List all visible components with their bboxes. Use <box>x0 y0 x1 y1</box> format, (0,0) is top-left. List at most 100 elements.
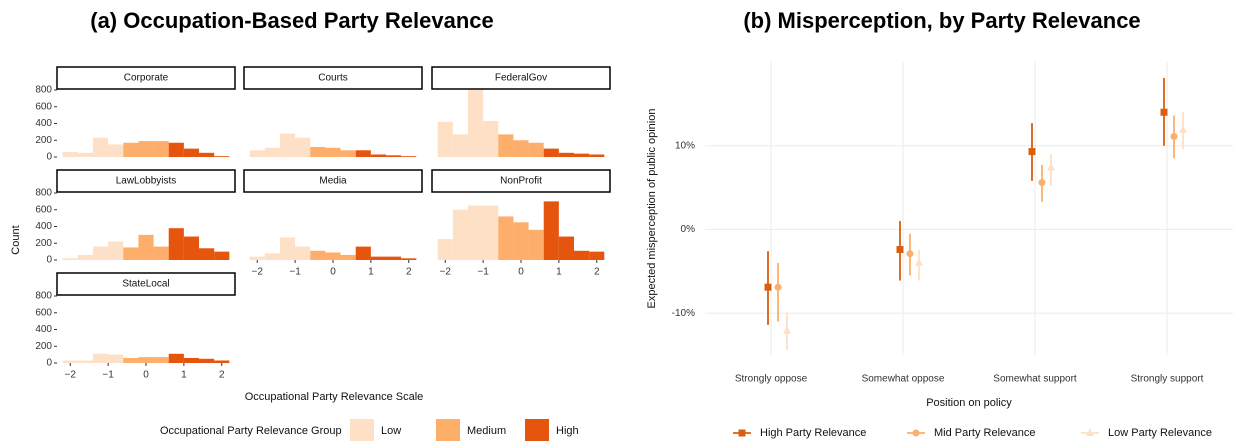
bar <box>264 253 280 260</box>
x-tick-label: 1 <box>556 267 562 278</box>
bar <box>214 156 230 157</box>
x-tick-label: 2 <box>406 267 412 278</box>
bar <box>310 250 326 260</box>
x-tick-label: 1 <box>368 267 374 278</box>
legend-title: Occupational Party Relevance Group <box>160 425 342 437</box>
bar <box>589 251 605 260</box>
facet-strip <box>56 272 236 296</box>
bar <box>528 142 544 157</box>
bar <box>183 236 200 260</box>
bar <box>153 246 169 260</box>
point <box>1028 148 1036 156</box>
bar <box>62 258 78 260</box>
bar <box>183 357 200 363</box>
bar <box>123 247 139 260</box>
bar <box>498 134 514 157</box>
facet-label: FederalGov <box>495 73 547 84</box>
x-tick-label: Somewhat support <box>993 374 1077 385</box>
bar <box>370 256 387 260</box>
bar <box>138 357 154 363</box>
bar <box>183 148 200 157</box>
y-tick-label: 400 <box>35 221 52 232</box>
facet-label: Media <box>319 176 347 187</box>
bar <box>77 152 93 157</box>
point <box>906 250 914 258</box>
bar <box>153 357 169 363</box>
bar <box>108 144 124 157</box>
bar <box>355 246 371 260</box>
bar <box>108 241 124 260</box>
bar <box>574 250 590 260</box>
x-tick-label: −1 <box>289 267 301 278</box>
bar <box>92 137 109 157</box>
bar <box>340 150 356 157</box>
point <box>915 258 923 266</box>
x-axis-title: Position on policy <box>926 397 1012 409</box>
bar <box>325 147 341 157</box>
bar <box>168 142 184 157</box>
bar <box>138 234 154 260</box>
y-tick-label: 400 <box>35 118 52 129</box>
bar <box>483 205 499 260</box>
bar <box>77 254 93 260</box>
legend-swatch <box>350 419 374 441</box>
point <box>783 326 791 334</box>
y-tick-label: 800 <box>35 291 52 302</box>
legend-swatch <box>436 419 460 441</box>
legend-label: Medium <box>467 425 506 437</box>
y-tick-label: 600 <box>35 204 52 215</box>
bar <box>279 237 296 260</box>
bar <box>401 258 417 260</box>
bar <box>123 142 139 157</box>
bar <box>295 246 311 260</box>
chart-title: (b) Misperception, by Party Relevance <box>743 8 1140 33</box>
point <box>764 283 772 291</box>
bar <box>467 90 484 157</box>
bar <box>355 150 371 157</box>
facet-label: Corporate <box>124 73 169 84</box>
legend-label: High Party Relevance <box>760 427 866 439</box>
x-tick-label: 2 <box>219 370 225 381</box>
facet-label: Courts <box>318 73 347 84</box>
bar <box>279 133 296 157</box>
bar <box>437 121 453 157</box>
y-tick-label: 800 <box>35 85 52 96</box>
bar <box>370 154 387 157</box>
facet-strip <box>243 169 423 193</box>
bar <box>452 134 468 157</box>
x-tick-label: Somewhat oppose <box>862 374 945 385</box>
y-tick-label: 200 <box>35 238 52 249</box>
x-tick-label: −1 <box>477 267 489 278</box>
x-tick-label: −2 <box>65 370 77 381</box>
bar <box>295 137 311 157</box>
y-tick-label: 400 <box>35 324 52 335</box>
x-tick-label: 0 <box>330 267 336 278</box>
point <box>912 429 920 437</box>
facet-strip <box>56 169 236 193</box>
bar <box>543 201 559 260</box>
y-tick-label: 200 <box>35 341 52 352</box>
bar <box>249 256 265 260</box>
point <box>1086 428 1094 436</box>
legend-swatch <box>525 419 549 441</box>
chart-title: (a) Occupation-Based Party Relevance <box>90 8 493 33</box>
y-tick-label: 800 <box>35 188 52 199</box>
x-tick-label: Strongly support <box>1131 374 1204 385</box>
legend-label: Mid Party Relevance <box>934 427 1036 439</box>
x-tick-label: 0 <box>143 370 149 381</box>
x-tick-label: 0 <box>518 267 524 278</box>
y-tick-label: 10% <box>675 140 695 151</box>
y-tick-label: 0 <box>46 358 52 369</box>
bar <box>214 251 230 260</box>
bar <box>528 229 544 260</box>
bar <box>199 152 215 157</box>
bar <box>92 353 109 363</box>
facet-strip <box>56 66 236 90</box>
bar <box>138 141 154 157</box>
point <box>1179 125 1187 133</box>
facet-strip <box>431 169 611 193</box>
bar <box>168 228 184 260</box>
bar <box>513 222 529 260</box>
point <box>738 429 746 437</box>
